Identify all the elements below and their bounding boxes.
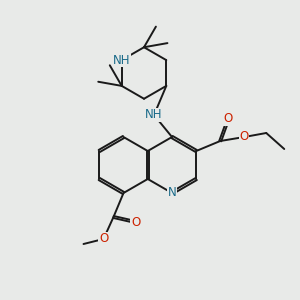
Text: O: O: [131, 215, 140, 229]
Text: N: N: [168, 187, 176, 200]
Text: NH: NH: [113, 54, 130, 67]
Text: O: O: [99, 232, 108, 245]
Text: O: O: [240, 130, 249, 143]
Text: NH: NH: [145, 109, 163, 122]
Text: O: O: [224, 112, 233, 125]
